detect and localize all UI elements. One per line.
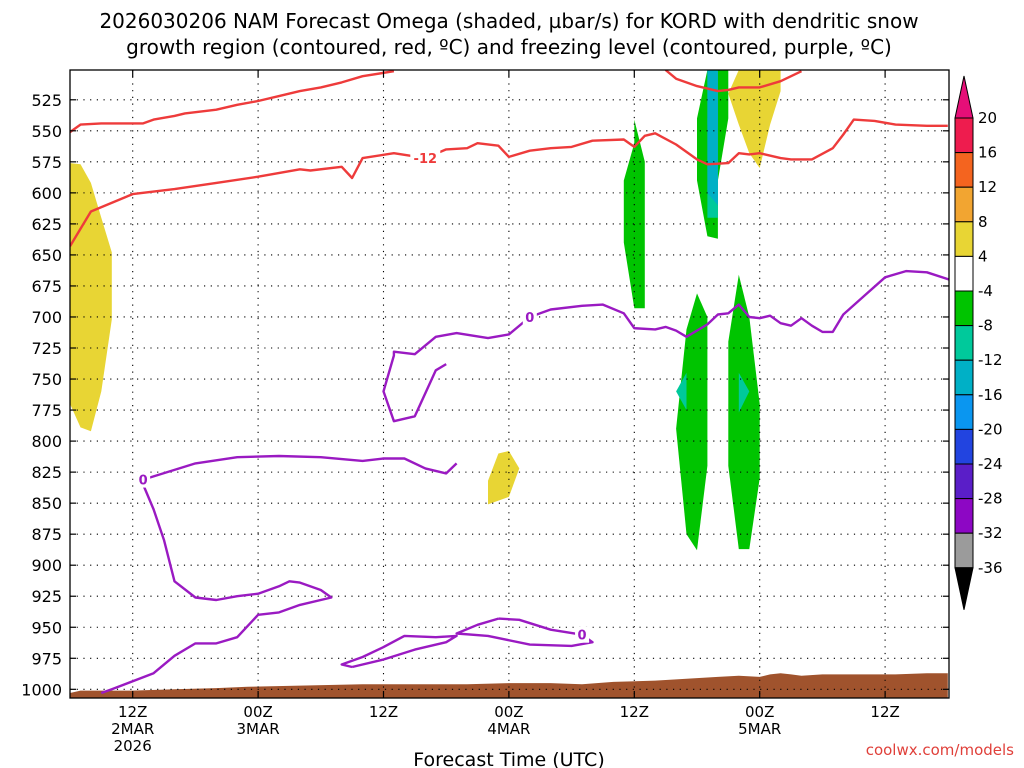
y-tick-label-900: 900 — [31, 556, 62, 575]
x-tick-label-84-0: 12Z — [870, 703, 899, 721]
contour-label-3: 0 — [139, 474, 148, 489]
omega-region-0 — [70, 163, 112, 432]
colorbar-label-5: -4 — [978, 282, 993, 300]
colorbar-swatch-12 — [954, 532, 974, 569]
contour-line-2 — [664, 70, 803, 93]
colorbar-label-2: 12 — [978, 178, 997, 196]
contour-line-6 — [340, 634, 458, 669]
colorbar-swatch-10 — [954, 463, 974, 500]
colorbar-top-arrow — [954, 75, 974, 119]
omega-region-3 — [623, 119, 645, 309]
credit-text: coolwx.com/models — [866, 741, 1014, 759]
colorbar: 20 16 12 8 4 -4 -8 -12 -16 -20 -24 -28 -32 -36 — [954, 75, 1003, 610]
colorbar-swatch-3 — [954, 221, 974, 257]
omega-region-5 — [676, 293, 708, 551]
contour-line-3 — [100, 454, 458, 695]
colorbar-label-10: -24 — [978, 455, 1003, 473]
x-tick-label-60-0: 12Z — [620, 703, 649, 721]
colorbar-label-4: 4 — [978, 247, 988, 265]
colorbar-swatch-7 — [954, 359, 974, 396]
contour-label-bg-5 — [575, 626, 590, 643]
chart-title-line-2: growth region (contoured, red, ºC) and f… — [126, 35, 892, 59]
colorbar-bottom-arrow — [954, 567, 974, 610]
colorbar-swatch-4 — [954, 255, 974, 292]
y-tick-label-800: 800 — [31, 432, 62, 451]
x-tick-label-72-1: 5MAR — [738, 720, 781, 738]
x-tick-label-12-0: 12Z — [118, 703, 147, 721]
colorbar-label-7: -12 — [978, 351, 1003, 369]
contour-line-5 — [455, 617, 594, 648]
omega-region-2 — [728, 70, 781, 168]
x-tick-label-12-1: 2MAR — [111, 720, 154, 738]
chart-title-line-1: 2026030206 NAM Forecast Omega (shaded, µ… — [99, 9, 918, 33]
x-tick-label-24-1: 3MAR — [237, 720, 280, 738]
colorbar-label-13: -36 — [978, 559, 1003, 577]
y-tick-label-750: 750 — [31, 370, 62, 389]
y-tick-label-650: 650 — [31, 246, 62, 265]
contour-label-bg-3 — [136, 471, 151, 488]
omega-shaded-regions — [70, 70, 781, 551]
y-tick-label-1000: 1000 — [21, 680, 62, 699]
colorbar-swatch-1 — [954, 152, 974, 188]
y-tick-label-675: 675 — [31, 277, 62, 296]
contour-line-0 — [70, 70, 395, 134]
omega-region-1 — [488, 451, 520, 505]
omega-region-11 — [738, 372, 750, 413]
y-tick-label-600: 600 — [31, 184, 62, 203]
colorbar-label-9: -20 — [978, 420, 1003, 438]
grid-layer — [70, 70, 949, 698]
colorbar-swatch-2 — [954, 186, 974, 223]
y-tick-label-975: 975 — [31, 649, 62, 668]
terrain-ground — [70, 673, 948, 698]
colorbar-label-1: 16 — [978, 144, 997, 162]
terrain-layer — [70, 673, 948, 698]
contour-layer: -12 0 0 0 — [70, 70, 949, 695]
y-tick-label-725: 725 — [31, 339, 62, 358]
colorbar-swatch-8 — [954, 394, 974, 430]
contour-line-1 — [70, 118, 948, 247]
colorbar-swatch-6 — [954, 325, 974, 361]
contour-line-4 — [382, 269, 949, 423]
y-tick-label-550: 550 — [31, 122, 62, 141]
omega-region-6 — [728, 274, 760, 550]
y-tick-label-950: 950 — [31, 618, 62, 637]
y-tick-label-875: 875 — [31, 525, 62, 544]
colorbar-label-12: -32 — [978, 524, 1003, 542]
x-axis-label: Forecast Time (UTC) — [413, 749, 604, 768]
x-tick-label-24-0: 00Z — [243, 703, 272, 721]
y-tick-label-925: 925 — [31, 587, 62, 606]
omega-region-10 — [676, 372, 687, 411]
y-tick-label-625: 625 — [31, 215, 62, 234]
colorbar-swatch-9 — [954, 428, 974, 465]
y-tick-label-700: 700 — [31, 308, 62, 327]
y-tick-label-775: 775 — [31, 401, 62, 420]
contour-label-4: 0 — [525, 311, 534, 326]
colorbar-swatch-11 — [954, 498, 974, 534]
x-tick-label-48-1: 4MAR — [487, 720, 530, 738]
colorbar-swatch-5 — [954, 290, 974, 327]
y-tick-label-850: 850 — [31, 494, 62, 513]
colorbar-label-0: 20 — [978, 109, 997, 127]
plot-frame — [69, 69, 950, 699]
contour-label-bg-4 — [522, 308, 537, 325]
x-tick-label-36-0: 12Z — [369, 703, 398, 721]
omega-region-9 — [707, 87, 718, 206]
colorbar-swatch-0 — [954, 117, 974, 154]
x-tick-label-12-2: 2026 — [114, 737, 152, 755]
colorbar-label-8: -16 — [978, 386, 1003, 404]
y-axis: 525 550 575 600 625 650 675 700 725 750 775 800 825 8… — [21, 91, 949, 699]
x-tick-label-48-0: 00Z — [494, 703, 523, 721]
colorbar-label-3: 8 — [978, 213, 988, 231]
y-tick-label-525: 525 — [31, 91, 62, 110]
contour-label-bg-1 — [410, 150, 441, 167]
y-tick-label-575: 575 — [31, 153, 62, 172]
colorbar-label-11: -28 — [978, 490, 1003, 508]
y-tick-label-825: 825 — [31, 463, 62, 482]
colorbar-label-6: -8 — [978, 317, 993, 335]
x-tick-label-72-0: 00Z — [745, 703, 774, 721]
contour-label-1: -12 — [414, 152, 438, 167]
contour-label-5: 0 — [578, 629, 587, 644]
